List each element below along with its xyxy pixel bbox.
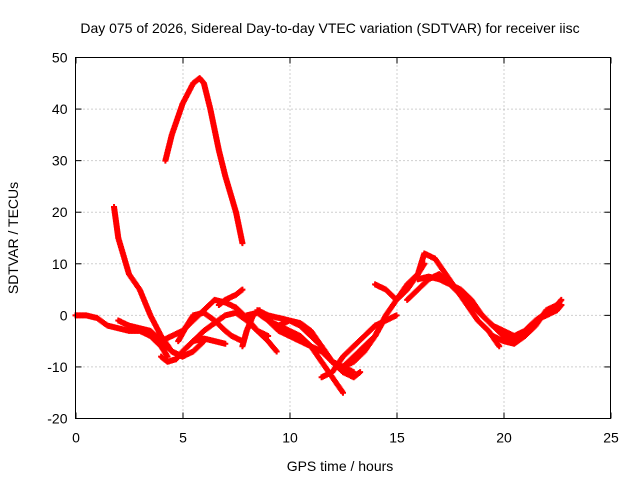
x-axis-label: GPS time / hours: [287, 458, 394, 474]
y-tick-label: 20: [52, 204, 68, 220]
x-tick-label: 25: [603, 430, 619, 446]
y-tick-label: 40: [52, 101, 68, 117]
y-tick-label: 0: [60, 307, 68, 323]
data-point: [558, 296, 565, 303]
data-point: [239, 240, 246, 247]
y-tick-label: -20: [47, 411, 67, 427]
data-point: [496, 343, 503, 350]
data-point: [357, 369, 364, 376]
x-tick-label: 0: [72, 430, 80, 446]
y-tick-label: 10: [52, 256, 68, 272]
x-tick-label: 10: [282, 430, 298, 446]
series-arc-15: [318, 312, 400, 381]
x-tick-label: 20: [496, 430, 512, 446]
data-points: [72, 75, 565, 396]
data-point: [350, 369, 357, 376]
series-arc-19: [414, 273, 528, 339]
series-arc-17: [372, 250, 503, 350]
data-point: [340, 389, 346, 396]
data-point: [273, 348, 280, 355]
y-axis-label: SDTVAR / TECUs: [5, 182, 21, 294]
data-point: [558, 302, 565, 309]
data-point: [393, 312, 400, 319]
data-point: [164, 353, 171, 360]
series-arc-10: [239, 307, 263, 350]
chart-title: Day 075 of 2026, Sidereal Day-to-day VTE…: [80, 20, 579, 36]
y-tick-label: -10: [47, 359, 67, 375]
x-tick-label: 5: [179, 430, 187, 446]
tick-labels: 0 5 10 15 20 25 -20 -10 0 10 20 30 40 50: [47, 50, 619, 446]
series-arc-4: [162, 75, 246, 247]
data-point: [222, 340, 229, 347]
series-arc-22: [511, 302, 565, 345]
plot-frame: [75, 57, 611, 419]
series-arc-3: [115, 317, 207, 360]
y-tick-label: 30: [52, 153, 68, 169]
y-tick-label: 50: [52, 50, 68, 66]
data-point: [265, 332, 272, 339]
series-arc-8: [190, 335, 229, 347]
data-point: [239, 286, 246, 293]
series-arc-18: [404, 271, 518, 345]
series-arc-9: [215, 286, 246, 309]
series-arc-7: [175, 309, 246, 345]
x-tick-label: 15: [389, 430, 405, 446]
